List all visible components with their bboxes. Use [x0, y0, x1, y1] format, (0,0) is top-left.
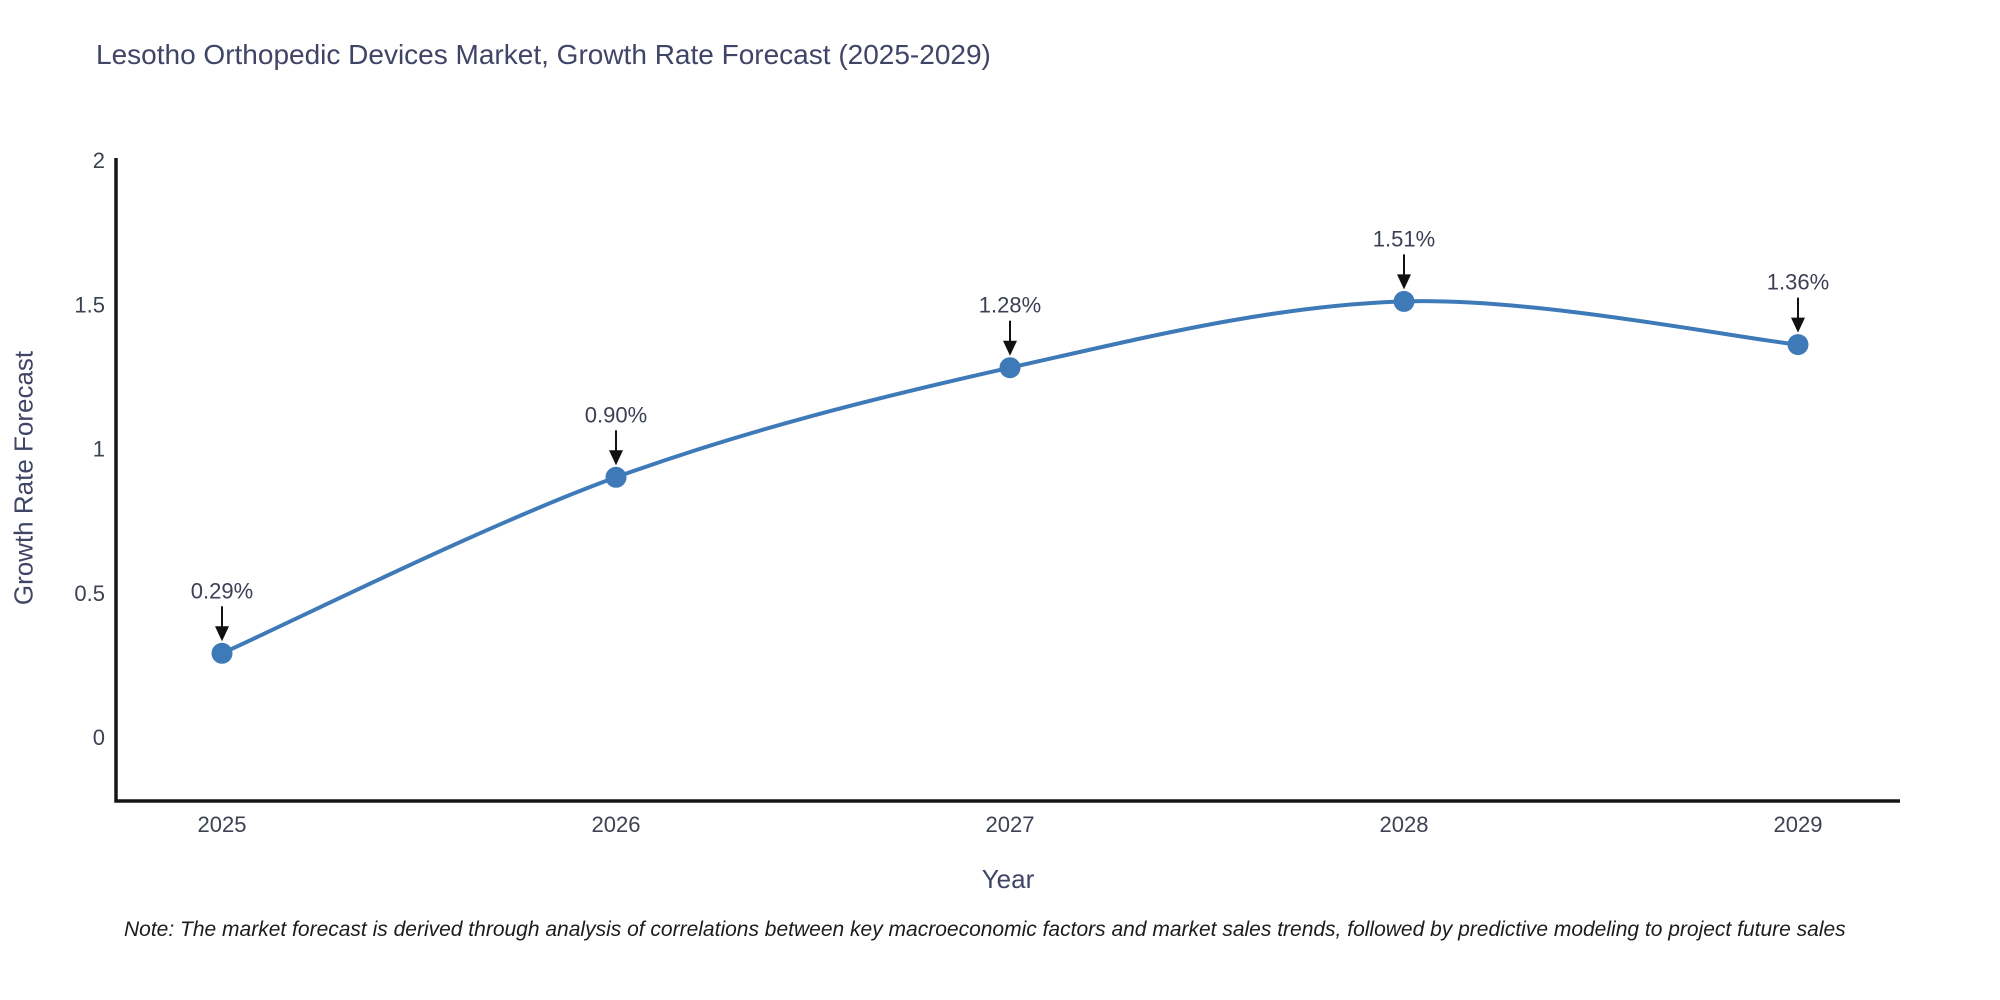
x-tick-label: 2027 — [986, 812, 1035, 837]
x-tick-label: 2025 — [198, 812, 247, 837]
data-point-marker — [211, 642, 233, 664]
y-axis-title: Growth Rate Forecast — [8, 350, 39, 606]
data-point-label: 1.28% — [979, 293, 1041, 318]
annotation-arrow-head — [1397, 274, 1411, 290]
data-point-marker — [1787, 334, 1809, 356]
y-tick-label: 0.5 — [74, 581, 105, 606]
annotation-arrow-head — [215, 626, 229, 642]
y-tick-label: 1 — [93, 437, 105, 462]
y-tick-label: 0 — [93, 725, 105, 750]
data-point-label: 1.36% — [1767, 270, 1829, 295]
x-tick-label: 2028 — [1380, 812, 1429, 837]
x-tick-label: 2029 — [1774, 812, 1823, 837]
axis-lines — [114, 158, 1900, 803]
data-point-marker — [1393, 290, 1415, 312]
footnote: Note: The market forecast is derived thr… — [124, 918, 1846, 941]
data-point-label: 0.90% — [585, 402, 647, 427]
data-point-marker — [999, 357, 1021, 379]
annotation-arrow-head — [609, 450, 623, 466]
chart-title: Lesotho Orthopedic Devices Market, Growt… — [96, 39, 991, 70]
data-point-marker — [605, 466, 627, 488]
data-point-label: 1.51% — [1373, 226, 1435, 251]
annotation-arrow-head — [1791, 317, 1805, 333]
x-tick-label: 2026 — [592, 812, 641, 837]
y-tick-label: 2 — [93, 148, 105, 173]
y-tick-label: 1.5 — [74, 292, 105, 317]
data-point-label: 0.29% — [191, 578, 253, 603]
x-axis-title: Year — [981, 864, 1035, 894]
annotation-arrow-head — [1003, 340, 1017, 356]
